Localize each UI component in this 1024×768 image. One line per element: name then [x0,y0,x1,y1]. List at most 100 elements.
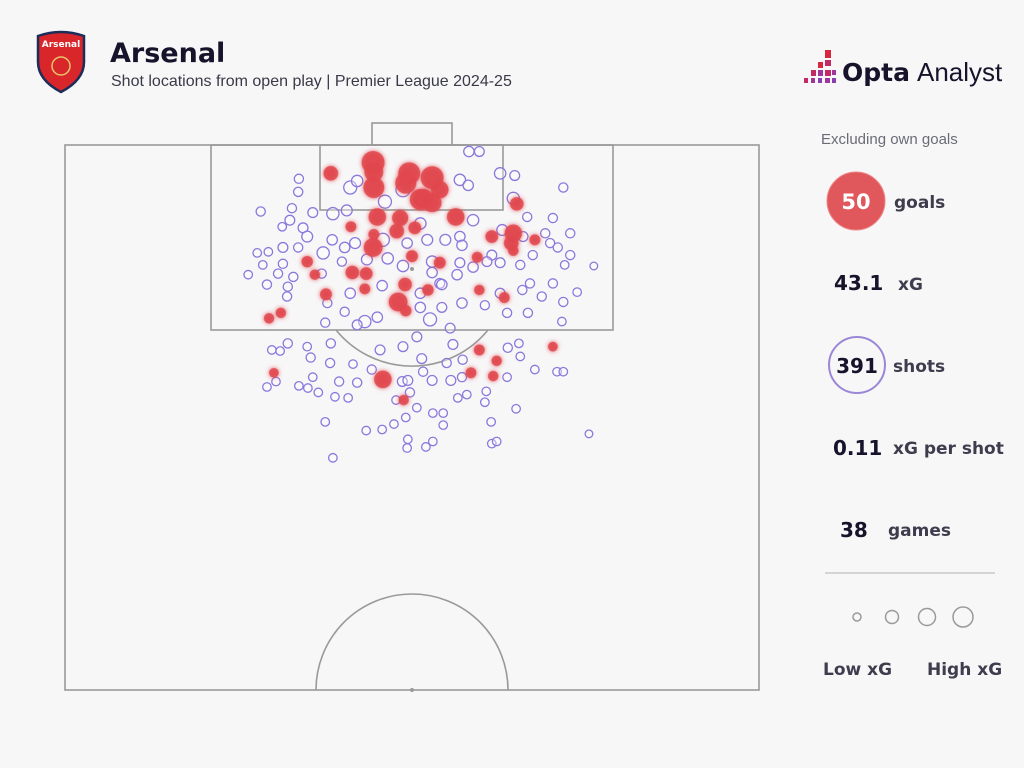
goal-marker [345,265,360,280]
shot-marker [338,241,351,254]
shot-marker [340,204,353,217]
xg-per-shot-label: xG per shot [893,439,1004,459]
shot-marker [348,359,358,369]
shot-marker [376,279,388,292]
games-label: games [888,521,951,541]
goal-marker [268,367,279,378]
shot-marker [272,268,284,279]
shot-marker [293,380,304,391]
shot-marker [572,287,583,298]
shot-marker [252,248,263,258]
goal-marker [319,288,333,301]
shot-marker [502,342,514,353]
shot-marker [257,259,268,270]
shot-marker [313,387,324,398]
goal-marker [359,283,371,295]
goal-marker [363,237,383,258]
shot-marker [438,408,449,419]
goal-marker [414,188,434,209]
shot-marker [326,206,340,221]
own-goals-note: Excluding own goals [821,131,958,148]
shot-marker [558,296,569,308]
shot-marker [473,145,485,158]
shot-marker [277,241,289,254]
shot-marker [584,429,594,439]
shot-marker [344,287,357,300]
goal-marker [408,221,422,235]
goal-marker [507,245,519,257]
shot-marker [320,416,331,427]
goal-marker [398,394,410,406]
shot-marker [402,434,413,445]
shot-marker [494,257,506,269]
shot-marker [336,256,348,267]
goal-marker [399,304,412,317]
legend-circle-xlarge [952,606,974,628]
shot-marker [515,259,526,271]
shot-marker [454,257,466,269]
shot-marker [366,364,377,375]
shot-marker [515,351,526,362]
goal-marker [422,284,434,296]
goal-marker [368,207,387,226]
shot-marker [307,207,319,219]
shot-marker [456,371,468,383]
shot-marker [389,419,399,429]
goal-marker [359,267,373,281]
shot-marker [397,341,409,353]
shot-marker [349,237,362,250]
shot-marker [301,230,314,243]
shot-marker [557,316,567,327]
goal-marker [509,196,524,211]
shot-marker [292,242,304,253]
shot-marker [479,299,491,311]
goal-marker [547,341,558,352]
goal-marker [373,370,392,389]
shot-marker [255,206,266,217]
goal-marker [309,269,321,281]
shot-marker [454,230,466,243]
shot-marker [426,374,438,386]
shot-marker [564,228,576,239]
shot-marker [288,271,299,283]
goal-marker [473,284,485,296]
goal-marker [446,207,465,226]
shot-marker [350,174,364,188]
shot-marker [263,246,274,257]
shot-marker [481,386,492,397]
shot-marker [293,173,305,185]
shot-marker [441,357,452,369]
goal-marker [498,291,510,304]
shot-marker [282,338,294,349]
shot-marker [481,256,493,268]
shot-marker [243,269,254,280]
goal-marker [263,312,275,324]
shot-marker [374,344,386,356]
shot-marker [292,186,304,198]
shot-marker [589,261,599,271]
shot-marker [427,436,438,447]
goal-marker [391,209,409,227]
shots-value: 391 [836,354,878,378]
shot-marker [461,389,472,400]
shot-marker [377,424,388,435]
goal-marker [301,255,314,268]
goal-marker [491,355,503,367]
shot-marker [400,412,411,423]
shot-marker [426,266,438,279]
shot-marker [421,233,434,246]
shot-marker [277,258,289,270]
shot-marker [427,408,438,419]
goal-marker [471,251,483,263]
svg-text:Opta: Opta [842,58,910,87]
shot-marker [558,366,569,377]
shot-marker [467,261,479,273]
goal-marker [275,307,287,319]
shot-marker [333,376,345,387]
shot-marker [325,338,337,349]
legend-circle-large [917,607,937,627]
shot-marker [416,353,428,365]
shot-marker [436,278,448,291]
pitch [64,122,760,692]
